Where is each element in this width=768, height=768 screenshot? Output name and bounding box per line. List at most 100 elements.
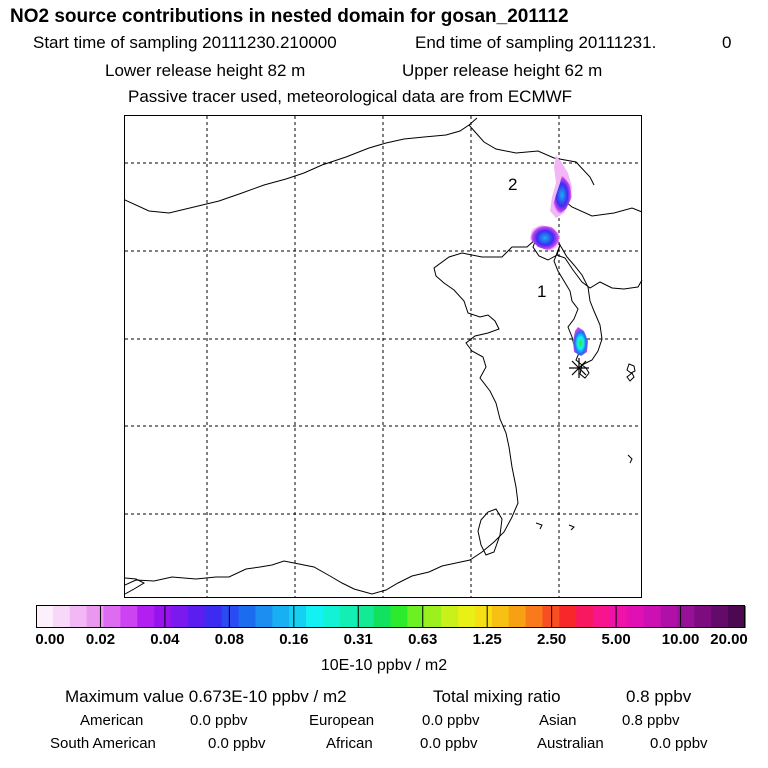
colorbar-cell <box>677 606 695 628</box>
colorbar <box>36 605 746 628</box>
end-time-label: End time of sampling 20111231. <box>415 33 657 52</box>
island-ryukyu-3 <box>627 454 633 464</box>
colorbar-cell <box>356 606 375 628</box>
border-mongolia <box>124 117 478 214</box>
colorbar-cell <box>694 606 712 628</box>
asian-value: 0.8 ppbv <box>622 712 680 729</box>
colorbar-tick-label: 0.02 <box>85 631 116 648</box>
colorbar-tick-label: 0.08 <box>214 631 244 648</box>
colorbar-cell <box>711 606 729 628</box>
european-value: 0.0 ppbv <box>422 712 480 729</box>
max-value-label: Maximum value 0.673E-10 ppbv / m2 <box>65 687 347 706</box>
tracer-note: Passive tracer used, meteorological data… <box>128 87 573 106</box>
african-label: African <box>326 735 373 752</box>
coast-korea <box>553 243 603 366</box>
region-label-2: 2 <box>508 175 517 194</box>
plume-seoul <box>573 327 588 356</box>
colorbar-cell <box>339 606 358 628</box>
coast-china <box>124 238 537 595</box>
colorbar-unit-label: 10E-10 ppbv / m2 <box>320 657 448 674</box>
colorbar-cell <box>154 606 172 628</box>
plume-bohai <box>530 225 560 251</box>
receptor-asterisk-icon <box>569 358 589 378</box>
border-korea-north <box>556 254 643 290</box>
colorbar-cell <box>255 606 273 628</box>
colorbar-cell <box>424 606 442 628</box>
colorbar-cell <box>660 606 679 628</box>
coast-west <box>124 577 146 595</box>
colorbar-cell <box>52 606 71 628</box>
colorbar-cell <box>86 606 105 628</box>
colorbar-cell <box>609 606 628 628</box>
colorbar-cell <box>238 606 257 628</box>
american-label: American <box>80 712 144 729</box>
colorbar-tick-label: 0.16 <box>279 631 309 648</box>
island-tsushima <box>626 363 636 374</box>
island-taiwan <box>477 508 503 556</box>
border-amur <box>468 124 595 186</box>
total-mixing-label: Total mixing ratio <box>433 687 561 706</box>
colorbar-cell <box>508 606 527 628</box>
colorbar-cell <box>36 606 54 628</box>
total-mixing-value: 0.8 ppbv <box>626 687 692 706</box>
colorbar-cell <box>626 606 645 628</box>
colorbar-cell <box>576 606 594 628</box>
colorbar-cell <box>373 606 392 628</box>
colorbar-tick-label: 0.63 <box>408 631 438 648</box>
colorbar-cell <box>593 606 611 628</box>
island-ryukyu-1 <box>535 522 543 530</box>
colorbar-cell <box>103 606 121 628</box>
upper-release-height: Upper release height 62 m <box>402 61 603 80</box>
colorbar-cell <box>559 606 577 628</box>
border-northeast <box>560 197 643 217</box>
colorbar-cell <box>204 606 223 628</box>
colorbar-cell <box>441 606 459 628</box>
colorbar-frame <box>36 605 745 628</box>
colorbar-tick-label: 5.00 <box>601 631 631 648</box>
island-ryukyu-2 <box>568 524 575 531</box>
colorbar-cell <box>221 606 240 628</box>
map-panel: 2 1 <box>124 115 643 598</box>
colorbar-tick-label: 2.50 <box>537 631 567 648</box>
end-time-hour: 0 <box>722 33 732 52</box>
colorbar-cell <box>525 606 544 628</box>
colorbar-tick-label: 20.00 <box>710 631 748 648</box>
start-time-label: Start time of sampling 20111230.210000 <box>33 33 337 52</box>
grid-lines <box>125 116 642 598</box>
south-american-value: 0.0 ppbv <box>208 735 266 752</box>
colorbar-cell <box>272 606 290 628</box>
african-value: 0.0 ppbv <box>420 735 478 752</box>
region-label-1: 1 <box>537 282 546 301</box>
colorbar-cell <box>69 606 88 628</box>
island-goto <box>626 372 635 382</box>
colorbar-cell <box>643 606 662 628</box>
colorbar-tick-label: 10.00 <box>661 631 700 648</box>
colorbar-cell <box>458 606 476 628</box>
coastlines <box>124 117 643 595</box>
concentration-plumes <box>530 155 588 356</box>
south-american-label: South American <box>50 735 156 752</box>
colorbar-cell <box>407 606 425 628</box>
colorbar-tick-label: 0.31 <box>343 631 373 648</box>
colorbar-tick-label: 0.04 <box>150 631 180 648</box>
european-label: European <box>309 712 375 729</box>
colorbar-cell <box>728 606 746 628</box>
colorbar-cell <box>187 606 206 628</box>
australian-value: 0.0 ppbv <box>650 735 708 752</box>
figure-title: NO2 source contributions in nested domai… <box>10 6 569 27</box>
colorbar-cell <box>390 606 408 628</box>
colorbar-cell <box>137 606 155 628</box>
colorbar-tick-label: 1.25 <box>472 631 502 648</box>
lower-release-height: Lower release height 82 m <box>105 61 306 80</box>
colorbar-cell <box>491 606 510 628</box>
australian-label: Australian <box>537 735 604 752</box>
colorbar-cell <box>171 606 189 628</box>
colorbar-cell <box>322 606 341 628</box>
asian-label: Asian <box>539 712 577 729</box>
american-value: 0.0 ppbv <box>190 712 248 729</box>
colorbar-cell <box>474 606 493 628</box>
colorbar-tick-label: 0.00 <box>35 631 65 648</box>
colorbar-cell <box>306 606 324 628</box>
colorbar-cell <box>289 606 307 628</box>
colorbar-cell <box>120 606 138 628</box>
